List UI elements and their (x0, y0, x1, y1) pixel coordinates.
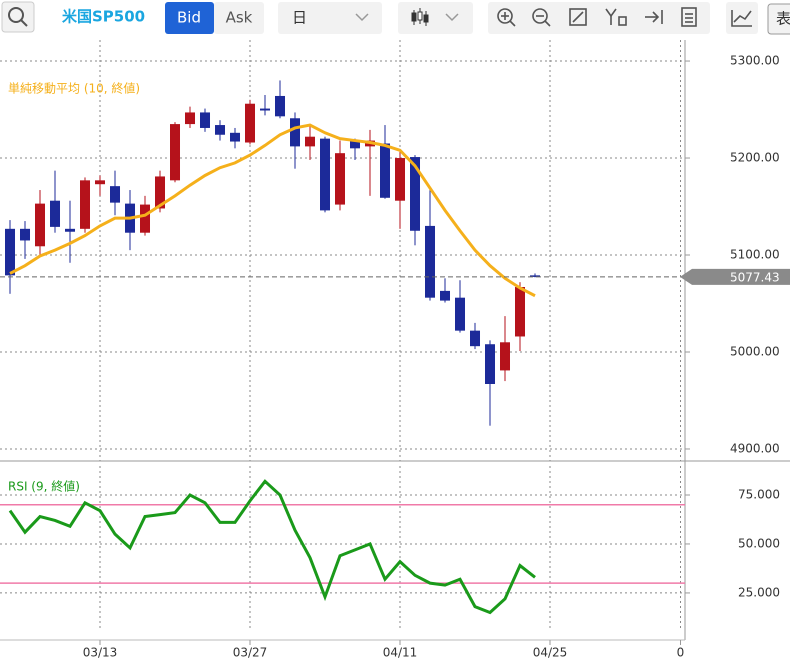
symbol[interactable]: 米国SP500 (62, 8, 145, 26)
tool-group[interactable] (488, 2, 710, 34)
rsi-label: RSI (9, 終値) (8, 479, 80, 494)
candle-body (320, 138, 331, 211)
candle-body (5, 228, 16, 276)
candle-body (110, 186, 121, 203)
candle-body (80, 180, 91, 229)
cut-label: 表 (776, 10, 790, 28)
x-tick-label: 03/27 (233, 646, 268, 660)
y-tick-label: 25.000 (738, 585, 780, 599)
plot: 5300.00 5200.00 5100.00 5000.00 4900.00 単純移動平… (0, 40, 790, 628)
x-axis: 03/13 03/27 04/11 04/25 0 (83, 640, 685, 660)
x-tick-label: 04/25 (533, 646, 568, 660)
candle-body (485, 344, 496, 384)
price-tag-label: 5077.43 (730, 270, 780, 284)
search-icon (8, 7, 24, 23)
interval-label: 日 (292, 9, 307, 27)
ask-label: Ask (226, 9, 253, 27)
candle-body (335, 153, 346, 205)
y-tick-label: 5300.00 (730, 54, 780, 68)
cut-button[interactable] (767, 3, 790, 35)
price-tag (680, 268, 790, 285)
interval-select[interactable] (278, 2, 382, 34)
candle-body (35, 203, 46, 247)
indicator-icon (733, 10, 752, 23)
candle-body (425, 225, 436, 298)
bid-label: Bid (177, 9, 201, 27)
candle-body (305, 136, 316, 147)
y-tick-label: 4900.00 (730, 441, 780, 455)
candle-body (95, 180, 106, 185)
search-button[interactable] (1, 1, 35, 33)
candle-body (260, 108, 271, 111)
y-tick-label: 5000.00 (730, 344, 780, 358)
candle-body (395, 158, 406, 201)
x-tick-label: 0 (677, 646, 685, 660)
indicator-icon (731, 10, 752, 27)
candle-body (155, 176, 166, 209)
candle-body (515, 287, 526, 337)
chevron (445, 13, 459, 22)
y-tick-label: 5100.00 (730, 248, 780, 262)
candle-body (440, 290, 451, 301)
y-tick-label: 5200.00 (730, 151, 780, 165)
candle-body (140, 204, 151, 233)
candle-body (230, 132, 241, 142)
candle-body (410, 157, 421, 231)
candle-body (185, 112, 196, 125)
candle-body (380, 143, 391, 198)
y-tick-label: 75.000 (738, 487, 780, 501)
candle-body (350, 140, 361, 149)
candle-body (470, 330, 481, 347)
y-tick-label: 50.000 (738, 536, 780, 550)
ma-label: 単純移動平均 (10, 終値) (8, 81, 140, 96)
ask-button[interactable] (214, 2, 264, 34)
rsi-line (8, 479, 536, 615)
candle-body (65, 228, 76, 232)
candle-body (245, 103, 256, 143)
candle-body (50, 200, 61, 227)
candle-body (290, 118, 301, 147)
toolbar: 米国SP500 Bid Ask 日 表 (1, 1, 790, 35)
chevron (355, 13, 369, 22)
candle-body (20, 228, 31, 241)
candle-body (275, 95, 286, 117)
candle-body (215, 125, 226, 135)
candle-body (200, 112, 211, 128)
x-tick-label: 04/11 (383, 646, 418, 660)
candle-body (530, 275, 541, 277)
chart-type-select[interactable] (398, 2, 473, 34)
candle-body (455, 297, 466, 331)
candle-body (170, 124, 181, 181)
search-icon (20, 19, 28, 27)
bid-button[interactable] (165, 2, 214, 34)
candle-body (500, 342, 511, 371)
x-tick-label: 03/13 (83, 646, 118, 660)
tool-icons (497, 7, 697, 27)
moving-average (9, 123, 536, 298)
candle-icon (411, 8, 429, 26)
